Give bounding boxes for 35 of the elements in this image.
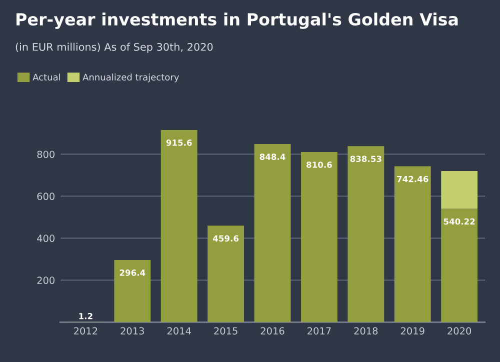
y-tick-label: 600 xyxy=(37,192,54,200)
bar xyxy=(441,170,478,209)
data-label: 848.4 xyxy=(260,154,286,160)
data-label: 1.2 xyxy=(79,312,92,320)
bar xyxy=(160,130,198,322)
data-label: 459.6 xyxy=(212,235,239,242)
x-tick-label: 2019 xyxy=(400,327,424,335)
x-tick-label: 2012 xyxy=(74,327,98,335)
bar xyxy=(441,208,478,322)
y-tick-label: 800 xyxy=(37,150,54,158)
x-tick-label: 2015 xyxy=(214,327,238,335)
data-label: 915.6 xyxy=(166,140,192,146)
x-tick-label: 2017 xyxy=(308,327,331,335)
legend-label: Actual xyxy=(32,74,60,81)
bar xyxy=(300,152,338,322)
data-label: 296.4 xyxy=(120,270,146,276)
bar xyxy=(394,166,431,322)
data-label: 742.46 xyxy=(397,176,428,182)
x-tick-label: 2018 xyxy=(354,327,378,335)
bar xyxy=(114,260,151,322)
data-label: 540.22 xyxy=(444,218,475,225)
y-tick-label: 200 xyxy=(37,276,54,284)
x-tick-label: 2020 xyxy=(448,327,472,335)
bar xyxy=(208,226,244,322)
data-label: 838.53 xyxy=(350,156,382,162)
x-tick-label: 2016 xyxy=(260,327,284,335)
bar xyxy=(348,146,384,322)
bar xyxy=(254,144,291,322)
legend-label: Annualized trajectory xyxy=(82,74,179,82)
chart-subtitle: (in EUR millions) As of Sep 30th, 2020 xyxy=(16,42,213,53)
x-tick-label: 2014 xyxy=(167,327,191,335)
chart-title: Per-year investments in Portugal's Golden Visa xyxy=(16,12,458,29)
x-tick-label: 2013 xyxy=(120,327,144,335)
y-tick-label: 400 xyxy=(37,234,54,242)
data-label: 810.6 xyxy=(306,162,332,168)
